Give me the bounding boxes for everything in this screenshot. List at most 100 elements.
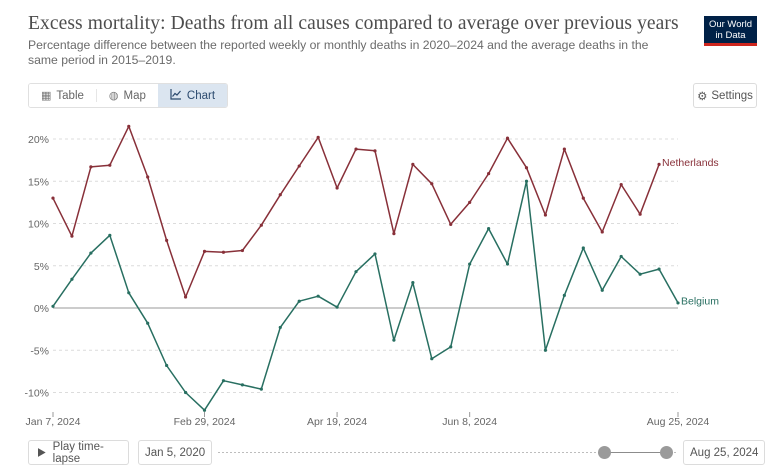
data-point-belgium xyxy=(335,305,339,309)
timeline-end-handle[interactable] xyxy=(660,446,673,459)
globe-icon: ◍ xyxy=(108,90,119,102)
data-point-belgium xyxy=(89,251,93,255)
y-tick-label: 5% xyxy=(34,261,49,273)
timeline-end-date[interactable]: Aug 25, 2024 xyxy=(683,440,766,465)
data-point-belgium xyxy=(543,348,548,352)
series-line-belgium xyxy=(52,180,679,411)
data-point-netherlands xyxy=(183,295,188,299)
data-point-belgium xyxy=(202,408,207,412)
data-point-netherlands xyxy=(259,223,263,227)
owid-logo[interactable]: Our World in Data xyxy=(704,16,757,46)
data-point-netherlands xyxy=(165,238,169,242)
line-chart-icon xyxy=(170,88,182,103)
gear-icon: ⚙ xyxy=(697,90,708,103)
data-point-netherlands xyxy=(430,182,434,186)
tab-chart-label: Chart xyxy=(186,89,216,102)
data-point-netherlands xyxy=(354,147,358,151)
tab-divider xyxy=(95,89,97,102)
settings-button[interactable]: ⚙ Settings xyxy=(693,83,757,108)
timeline-start-handle[interactable] xyxy=(598,446,611,459)
data-point-netherlands xyxy=(411,162,415,166)
data-point-belgium xyxy=(146,321,150,325)
y-tick-label: -5% xyxy=(30,345,49,357)
data-point-belgium xyxy=(619,254,623,259)
data-point-belgium xyxy=(657,267,661,271)
data-point-belgium xyxy=(259,387,263,391)
data-point-netherlands xyxy=(297,164,301,168)
data-point-belgium xyxy=(51,304,55,308)
tab-table-label: Table xyxy=(56,89,84,102)
data-point-netherlands xyxy=(468,200,472,204)
data-point-netherlands xyxy=(657,162,661,166)
x-tick-label: Jun 8, 2024 xyxy=(442,416,497,428)
data-point-belgium xyxy=(430,357,434,361)
logo-line-2: in Data xyxy=(715,29,746,41)
y-tick-label: 10% xyxy=(28,219,49,231)
data-point-netherlands xyxy=(373,149,377,153)
data-point-netherlands xyxy=(638,212,642,216)
data-point-belgium xyxy=(108,233,112,237)
table-icon: ▦ xyxy=(41,90,52,102)
data-point-netherlands xyxy=(505,136,510,140)
data-point-netherlands xyxy=(89,165,93,169)
data-point-belgium xyxy=(183,390,188,395)
play-label: Play time-lapse xyxy=(52,440,104,465)
data-point-netherlands xyxy=(108,163,112,167)
data-point-belgium xyxy=(600,288,604,292)
play-icon xyxy=(38,448,46,457)
data-point-belgium xyxy=(505,262,510,266)
x-tick-label: Apr 19, 2024 xyxy=(307,416,367,428)
data-point-netherlands xyxy=(202,249,207,253)
data-point-netherlands xyxy=(581,196,585,200)
x-tick-label: Feb 29, 2024 xyxy=(174,416,236,428)
data-point-belgium xyxy=(373,252,377,256)
data-point-belgium xyxy=(392,338,396,342)
data-point-netherlands xyxy=(70,234,74,238)
data-point-netherlands xyxy=(619,183,623,187)
settings-label: Settings xyxy=(711,89,753,102)
logo-line-1: Our World xyxy=(708,19,753,30)
data-point-netherlands xyxy=(51,196,55,200)
chart-subtitle: Percentage difference between the report… xyxy=(28,38,649,67)
data-point-netherlands xyxy=(449,222,453,226)
data-point-belgium xyxy=(165,363,169,368)
series-label-belgium: Belgium xyxy=(681,296,719,308)
timeline-start-date[interactable]: Jan 5, 2020 xyxy=(138,440,213,465)
data-point-netherlands xyxy=(600,230,604,234)
timeline-track[interactable] xyxy=(218,452,678,453)
data-point-belgium xyxy=(524,179,529,183)
data-point-netherlands xyxy=(146,175,150,179)
data-point-belgium xyxy=(354,270,358,274)
chart-title: Excess mortality: Deaths from all causes… xyxy=(28,13,679,34)
tab-chart[interactable]: Chart xyxy=(157,84,228,107)
x-tick-label: Jan 7, 2024 xyxy=(26,416,81,428)
y-tick-label: 20% xyxy=(28,134,49,146)
tab-table[interactable]: ▦ Table xyxy=(29,84,96,107)
data-point-belgium xyxy=(411,281,415,285)
data-point-netherlands xyxy=(562,147,566,151)
timeline-bar: Play time-lapse Jan 5, 2020 Aug 25, 2024 xyxy=(0,440,772,470)
data-point-belgium xyxy=(240,383,244,387)
data-point-belgium xyxy=(316,294,320,298)
data-point-netherlands xyxy=(316,135,320,139)
data-point-netherlands xyxy=(524,166,529,170)
data-point-belgium xyxy=(70,277,74,281)
line-chart: -10% -5% 0% 5% 10% 15% 20% Jan 7, 2024 Feb 29, 2… xyxy=(24,124,719,428)
series-label-netherlands: Netherlands xyxy=(662,157,719,169)
play-timelapse-button[interactable]: Play time-lapse xyxy=(28,440,129,465)
data-point-belgium xyxy=(487,226,491,231)
tab-map[interactable]: ◍ Map xyxy=(96,84,158,107)
data-point-belgium xyxy=(297,299,301,303)
data-point-netherlands xyxy=(221,250,226,254)
data-point-belgium xyxy=(676,301,680,305)
data-point-belgium xyxy=(278,325,282,330)
data-point-netherlands xyxy=(392,232,396,236)
data-point-netherlands xyxy=(278,193,282,197)
tab-map-label: Map xyxy=(123,89,146,102)
data-point-netherlands xyxy=(543,213,548,217)
data-point-belgium xyxy=(562,293,566,297)
x-tick-label: Aug 25, 2024 xyxy=(647,416,710,428)
view-tabs: ▦ Table ◍ Map Chart xyxy=(28,83,229,108)
y-tick-label: -10% xyxy=(24,388,49,400)
y-tick-label: 15% xyxy=(28,176,49,188)
